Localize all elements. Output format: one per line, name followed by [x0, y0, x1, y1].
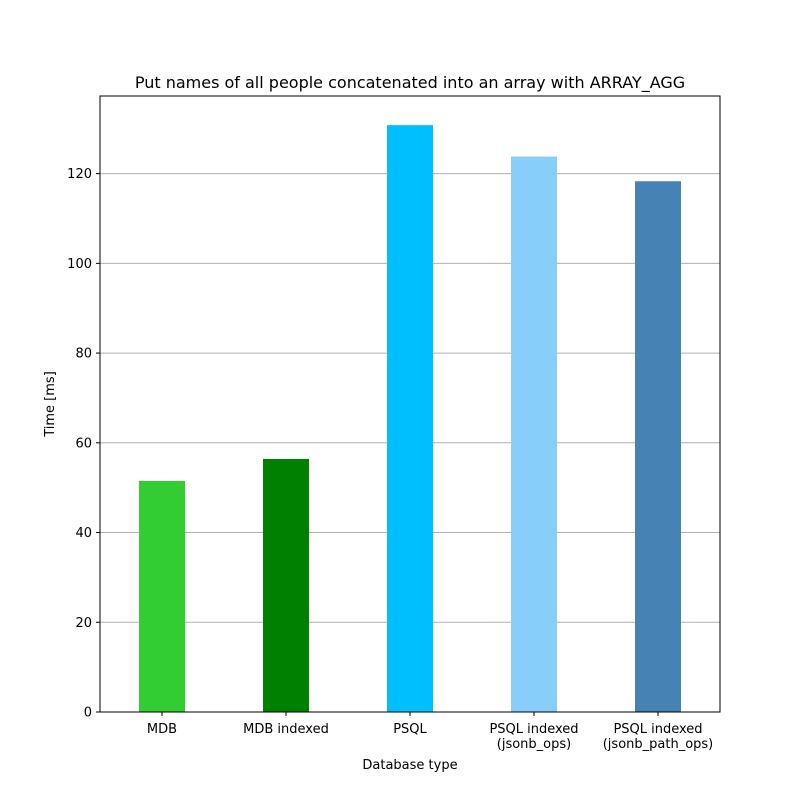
- x-tick-label: MDB: [147, 722, 177, 737]
- y-tick-label: 60: [75, 436, 92, 451]
- bar: [387, 125, 433, 712]
- x-tick-label: PSQL: [393, 722, 427, 737]
- chart-title: Put names of all people concatenated int…: [135, 73, 685, 93]
- bar: [139, 480, 185, 712]
- y-tick-label: 20: [75, 616, 92, 631]
- x-tick-label: (jsonb_ops): [497, 737, 571, 752]
- bar: [263, 458, 309, 712]
- y-tick-label: 120: [67, 167, 92, 182]
- y-axis-label: Time [ms]: [43, 371, 58, 438]
- bar: [511, 156, 557, 712]
- bar: [635, 181, 681, 712]
- x-tick-label: MDB indexed: [243, 722, 329, 737]
- x-tick-label: PSQL indexed: [489, 722, 578, 737]
- y-tick-label: 40: [75, 526, 92, 541]
- x-tick-label: PSQL indexed: [613, 722, 702, 737]
- x-tick-label: (jsonb_path_ops): [603, 737, 714, 752]
- x-axis-label: Database type: [362, 758, 457, 773]
- y-tick-label: 80: [75, 347, 92, 362]
- x-axis-ticks: MDB MDB indexed PSQL PSQL indexed(jsonb_ops…: [147, 712, 713, 752]
- y-tick-label: 0: [84, 706, 92, 721]
- y-tick-label: 100: [67, 257, 92, 272]
- y-axis-ticks: 0 20 40 60 80 100 120: [67, 167, 100, 721]
- bars: [139, 125, 681, 712]
